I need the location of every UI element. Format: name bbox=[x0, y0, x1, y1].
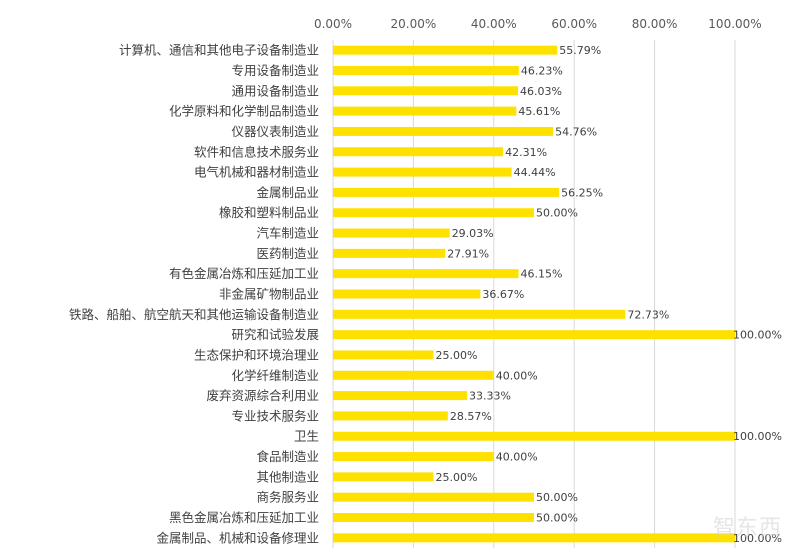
x-axis-ticks: 0.00% 20.00% 40.00% 60.00% 80.00% 100.00% bbox=[314, 17, 762, 31]
x-tick-label: 40.00% bbox=[471, 17, 517, 31]
data-label: 50.00% bbox=[536, 207, 578, 220]
data-label: 25.00% bbox=[436, 349, 478, 362]
data-label: 72.73% bbox=[627, 308, 669, 321]
data-label: 28.57% bbox=[450, 410, 492, 423]
data-label: 44.44% bbox=[514, 166, 556, 179]
category-label: 卫生 bbox=[294, 429, 319, 444]
bar bbox=[333, 208, 534, 218]
data-label: 40.00% bbox=[496, 369, 538, 382]
x-tick-label: 80.00% bbox=[632, 17, 678, 31]
data-label: 46.03% bbox=[520, 85, 562, 98]
category-label: 黑色金属冶炼和压延加工业 bbox=[169, 510, 319, 525]
bar bbox=[333, 452, 494, 462]
bar bbox=[333, 147, 504, 157]
category-label: 食品制造业 bbox=[256, 449, 319, 464]
category-label: 非金属矿物制品业 bbox=[219, 287, 319, 302]
category-label: 软件和信息技术服务业 bbox=[194, 144, 319, 159]
bar bbox=[333, 269, 519, 279]
x-tick-label: 20.00% bbox=[391, 17, 437, 31]
bar bbox=[333, 228, 450, 238]
bar bbox=[333, 513, 534, 523]
category-label: 橡胶和塑料制品业 bbox=[219, 205, 319, 220]
category-label: 商务服务业 bbox=[256, 490, 319, 505]
data-label: 46.23% bbox=[521, 64, 563, 77]
category-label: 有色金属冶炼和压延加工业 bbox=[169, 266, 319, 281]
bar bbox=[333, 330, 735, 340]
category-label: 专业技术服务业 bbox=[231, 408, 319, 423]
data-label: 27.91% bbox=[447, 247, 489, 260]
bar bbox=[333, 370, 494, 380]
bar bbox=[333, 86, 519, 96]
data-label: 100.00% bbox=[733, 532, 782, 545]
category-label: 通用设备制造业 bbox=[231, 83, 319, 98]
bar bbox=[333, 45, 558, 55]
bar bbox=[333, 350, 434, 360]
bar bbox=[333, 106, 517, 116]
data-label: 33.33% bbox=[469, 390, 511, 403]
value-labels: 55.79% 46.23% 46.03% 45.61% 54.76% 42.31% 44.4… bbox=[436, 44, 782, 545]
x-tick-label: 60.00% bbox=[551, 17, 597, 31]
bar bbox=[333, 431, 735, 441]
data-label: 29.03% bbox=[452, 227, 494, 240]
data-label: 56.25% bbox=[561, 186, 603, 199]
category-label: 研究和试验发展 bbox=[231, 327, 319, 342]
data-label: 54.76% bbox=[555, 125, 597, 138]
category-label: 金属制品业 bbox=[256, 185, 319, 200]
category-label: 废弃资源综合利用业 bbox=[206, 388, 319, 403]
bar bbox=[333, 289, 481, 299]
category-label: 计算机、通信和其他电子设备制造业 bbox=[119, 43, 319, 58]
category-label: 其他制造业 bbox=[256, 469, 319, 484]
category-label: 生态保护和环境治理业 bbox=[194, 347, 319, 362]
category-label: 金属制品、机械和设备修理业 bbox=[156, 530, 319, 545]
data-label: 45.61% bbox=[518, 105, 560, 118]
bar bbox=[333, 472, 434, 482]
category-labels: 计算机、通信和其他电子设备制造业专用设备制造业通用设备制造业化学原料和化学制品制… bbox=[69, 43, 319, 546]
category-label: 铁路、船舶、航空航天和其他运输设备制造业 bbox=[69, 307, 319, 322]
category-label: 化学纤维制造业 bbox=[231, 368, 319, 383]
category-label: 仪器仪表制造业 bbox=[231, 124, 319, 139]
bar bbox=[333, 248, 446, 258]
data-label: 25.00% bbox=[436, 471, 478, 484]
category-label: 专用设备制造业 bbox=[231, 63, 319, 78]
bar bbox=[333, 126, 554, 136]
category-label: 化学原料和化学制品制造业 bbox=[169, 104, 319, 119]
bar bbox=[333, 411, 448, 421]
data-label: 46.15% bbox=[521, 268, 563, 281]
category-label: 电气机械和器材制造业 bbox=[194, 165, 319, 180]
data-label: 55.79% bbox=[559, 44, 601, 57]
data-label: 50.00% bbox=[536, 491, 578, 504]
bar bbox=[333, 391, 467, 401]
data-label: 100.00% bbox=[733, 430, 782, 443]
bar bbox=[333, 187, 560, 197]
watermark-logo: 智东西 bbox=[712, 516, 782, 541]
bar bbox=[333, 492, 534, 502]
x-tick-label: 100.00% bbox=[708, 17, 761, 31]
bar bbox=[333, 309, 626, 319]
bars bbox=[333, 45, 735, 543]
data-label: 100.00% bbox=[733, 329, 782, 342]
category-label: 汽车制造业 bbox=[256, 226, 319, 241]
bar bbox=[333, 167, 512, 177]
data-label: 40.00% bbox=[496, 451, 538, 464]
data-label: 42.31% bbox=[505, 146, 547, 159]
data-label: 36.67% bbox=[482, 288, 524, 301]
category-label: 医药制造业 bbox=[256, 246, 319, 261]
data-label: 50.00% bbox=[536, 512, 578, 525]
bar bbox=[333, 65, 519, 75]
bar bbox=[333, 533, 735, 543]
x-tick-label: 0.00% bbox=[314, 17, 352, 31]
grid-lines bbox=[332, 40, 736, 548]
